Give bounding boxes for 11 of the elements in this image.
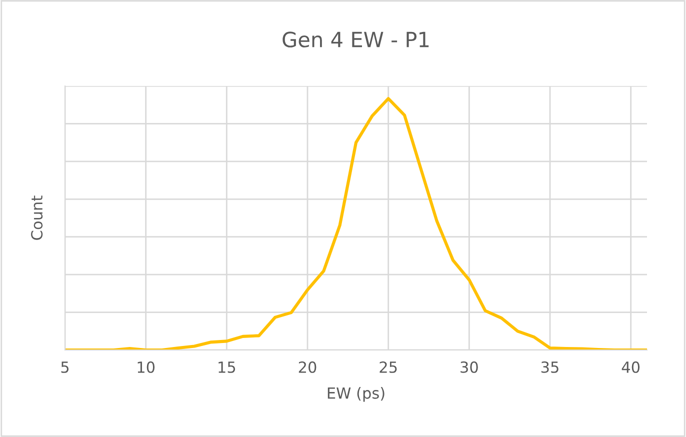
x-tick-label: 20 xyxy=(298,361,316,373)
x-tick-label: 15 xyxy=(218,362,236,373)
x-tick-label: 25 xyxy=(380,361,397,373)
x-tick-label: 5 xyxy=(61,362,69,373)
x-tick-label: 40 xyxy=(622,361,640,373)
y-axis-title: Count xyxy=(31,196,43,240)
x-axis-title: EW (ps) xyxy=(328,387,384,402)
chart-title: Gen 4 EW - P1 xyxy=(282,32,429,48)
x-tick-label: 10 xyxy=(138,361,155,373)
x-tick-label: 35 xyxy=(541,361,558,373)
x-tick-label: 30 xyxy=(460,361,478,373)
